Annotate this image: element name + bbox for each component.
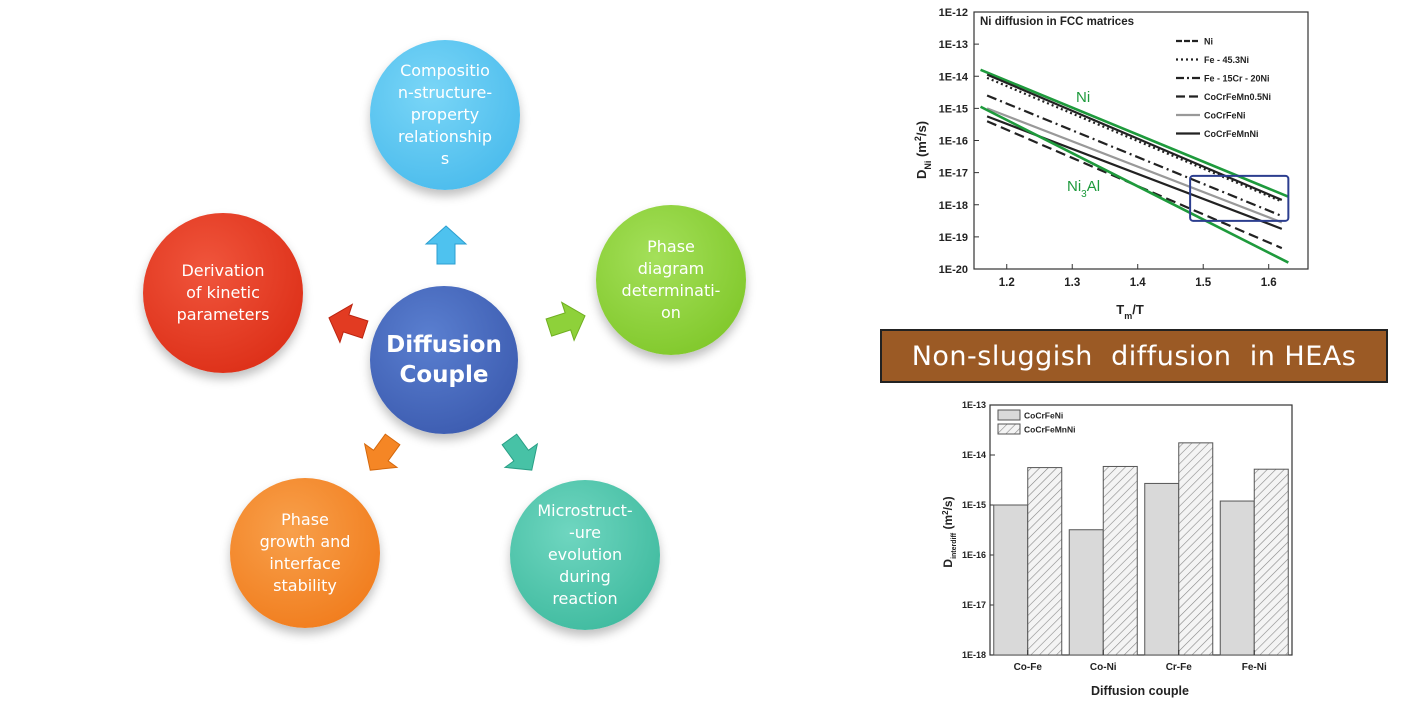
- series-line: [986, 107, 1283, 224]
- bar-cocrfemnni-co-fe: [1027, 467, 1063, 656]
- x-tick-label: 1.3: [1064, 277, 1080, 289]
- legend-label: CoCrFeNi: [1204, 111, 1246, 121]
- arrow-bottom-right-icon: [501, 433, 539, 471]
- arrow-bottom-left-icon: [363, 433, 401, 471]
- legend-label: CoCrFeMnNi: [1024, 425, 1075, 435]
- y-tick-label: 1E-15: [962, 500, 986, 510]
- node-label: Derivation of kinetic parameters: [176, 261, 270, 324]
- x-tick-label: 1.4: [1130, 277, 1147, 289]
- legend: CoCrFeNi CoCrFeMnNi: [997, 409, 1075, 435]
- legend-swatch: [997, 409, 1021, 421]
- bar-cocrfeni-cr-fe: [1144, 482, 1180, 656]
- node-derivation-kinetic-parameters: Derivation of kinetic parameters: [143, 213, 303, 373]
- node-label: Phase growth and interface stability: [259, 510, 351, 595]
- series-line: [986, 76, 1283, 203]
- line-chart: 1E-12 1E-13 1E-14 1E-15 1E-16 1E-17 1E-18 1E-19…: [913, 7, 1309, 321]
- highlight-box: [1189, 174, 1290, 222]
- node-composition-structure-property: Compositio n-structure- property relatio…: [370, 40, 520, 190]
- x-axis-label: Diffusion couple: [1091, 684, 1189, 698]
- x-tick-label: Co-Fe: [1014, 662, 1043, 673]
- legend-label: Fe - 15Cr - 20Ni: [1204, 74, 1270, 84]
- bar-cocrfeni-fe-ni: [1219, 500, 1255, 656]
- series-line: [979, 105, 1289, 264]
- legend: Ni Fe - 45.3Ni Fe - 15Cr - 20Ni CoCrFeMn0.5…: [1176, 37, 1271, 139]
- banner-text: Non-sluggish diffusion in HEAs: [911, 340, 1357, 372]
- node-label: Compositio n-structure- property relatio…: [397, 61, 493, 168]
- bar-cocrfemnni-co-ni: [1102, 465, 1138, 656]
- chart-title: Ni diffusion in FCC matrices: [980, 16, 1134, 28]
- node-microstructure-evolution: Microstruct- -ure evolution during react…: [510, 480, 660, 630]
- banner-non-sluggish-diffusion: Non-sluggish diffusion in HEAs: [880, 329, 1388, 383]
- series-line: [986, 73, 1283, 201]
- node-label: Microstruct- -ure evolution during react…: [537, 501, 633, 608]
- node-label: Phase diagram determinati- on: [621, 237, 721, 322]
- y-tick-label: 1E-17: [962, 600, 986, 610]
- y-tick-label: 1E-13: [939, 39, 968, 51]
- x-tick-label: 1.6: [1261, 277, 1277, 289]
- bar-cocrfemnni-cr-fe: [1178, 442, 1214, 656]
- x-tick-label: Cr-Fe: [1166, 662, 1193, 673]
- y-tick-label: 1E-12: [939, 7, 968, 19]
- center-label: Diffusion Couple: [386, 332, 502, 388]
- y-tick-label: 1E-18: [939, 200, 968, 212]
- y-tick-label: 1E-14: [962, 450, 986, 460]
- x-tick-label: 1.5: [1195, 277, 1212, 289]
- legend-label: CoCrFeNi: [1024, 411, 1063, 421]
- bar-chart: 1E-13 1E-14 1E-15 1E-16 1E-17 1E-18 Co-Fe Co-N…: [941, 400, 1293, 698]
- y-tick-label: 1E-19: [939, 232, 968, 244]
- arrow-up-icon: [424, 225, 468, 265]
- annotation-ni: Ni: [1076, 89, 1090, 106]
- series-line: [986, 120, 1283, 250]
- bar-cocrfemnni-fe-ni: [1253, 468, 1289, 656]
- y-tick-label: 1E-14: [939, 71, 969, 83]
- legend-label: CoCrFeMnNi: [1204, 129, 1259, 139]
- center-circle-diffusion-couple: Diffusion Couple: [370, 286, 518, 434]
- arrow-left-icon: [328, 303, 369, 344]
- node-phase-growth-interface-stability: Phase growth and interface stability: [230, 478, 380, 628]
- legend-swatch: [997, 423, 1021, 435]
- x-axis-label: Tm/T: [1116, 302, 1144, 321]
- y-tick-label: 1E-15: [939, 103, 968, 115]
- y-tick-label: 1E-13: [962, 400, 986, 410]
- y-tick-label: 1E-18: [962, 650, 986, 660]
- legend-label: CoCrFeMn0.5Ni: [1204, 92, 1271, 102]
- y-axis-label: Dinterdiff (m2/s): [941, 496, 958, 567]
- x-tick-label: 1.2: [999, 277, 1015, 289]
- legend-label: Fe - 45.3Ni: [1204, 55, 1249, 65]
- y-tick-label: 1E-16: [962, 550, 986, 560]
- annotation-ni3al: Ni3Al: [1067, 178, 1100, 200]
- y-tick-label: 1E-17: [939, 168, 968, 180]
- y-tick-label: 1E-16: [939, 136, 968, 148]
- node-phase-diagram-determination: Phase diagram determinati- on: [596, 205, 746, 355]
- bar-cocrfeni-co-fe: [993, 504, 1029, 656]
- x-tick-label: Fe-Ni: [1242, 662, 1267, 673]
- arrow-right-icon: [545, 301, 586, 342]
- x-tick-label: Co-Ni: [1090, 662, 1117, 673]
- y-axis-label: DNi (m2/s): [913, 121, 933, 179]
- series-line: [986, 94, 1283, 218]
- legend-label: Ni: [1204, 37, 1213, 47]
- bar-cocrfeni-co-ni: [1068, 529, 1104, 656]
- y-tick-label: 1E-20: [939, 264, 968, 276]
